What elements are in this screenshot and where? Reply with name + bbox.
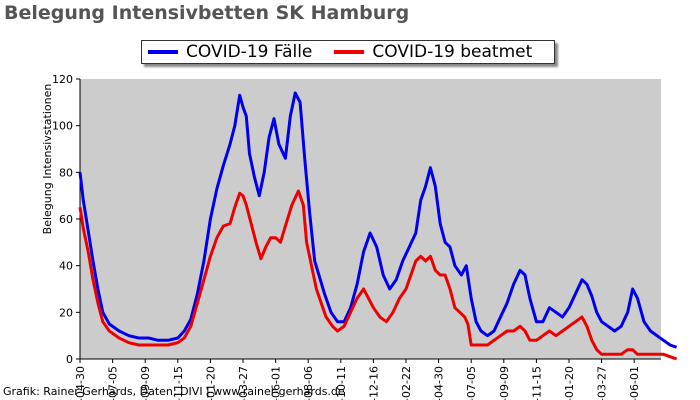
footer-credit: Grafik: Rainer Gerhards, Daten: DIVI | w… — [3, 385, 345, 398]
y-tick-label: 100 — [52, 120, 73, 133]
x-tick-label: -11-15 — [172, 366, 185, 400]
x-axis: -04-30 -07-05 -09-09 -11-15 -01-20 -03-27 -06-… — [74, 358, 661, 400]
y-tick-label: 80 — [59, 166, 73, 179]
x-tick-label: -12-16 — [367, 366, 380, 400]
x-tick-label: -07-05 — [107, 366, 120, 400]
series-layer — [78, 91, 678, 361]
legend-label-faelle: COVID-19 Fälle — [186, 42, 313, 62]
x-tick-label: -03-27 — [596, 366, 609, 400]
x-tick-label: -10-11 — [335, 366, 348, 400]
x-tick-label: -11-15 — [530, 366, 543, 400]
x-tick-label: -04-30 — [433, 366, 446, 400]
series-line-1 — [78, 189, 678, 361]
x-tick-label: -06-01 — [628, 366, 641, 400]
series-line-0 — [78, 91, 678, 349]
x-tick-label: -09-09 — [498, 366, 511, 400]
x-tick-label: -01-20 — [563, 366, 576, 400]
legend-swatch-blue — [148, 50, 178, 54]
x-tick-label: -08-06 — [302, 366, 315, 400]
legend-label-beatmet: COVID-19 beatmet — [372, 42, 533, 62]
legend-item-beatmet: COVID-19 beatmet — [334, 42, 532, 62]
x-tick-label: -07-05 — [465, 366, 478, 400]
x-tick-label: -06-01 — [270, 366, 283, 400]
y-tick-label: 0 — [66, 353, 73, 366]
legend-swatch-red — [334, 50, 365, 54]
y-tick-label: 40 — [59, 260, 73, 273]
y-tick-label: 20 — [59, 306, 73, 319]
y-tick-label: 120 — [52, 73, 73, 86]
y-axis: 0 20 40 60 80 100 120 — [52, 73, 81, 366]
plot-area — [80, 79, 661, 359]
chart-title: Belegung Intensivbetten SK Hamburg — [4, 2, 410, 24]
x-tick-label: -03-27 — [237, 366, 250, 400]
legend-item-faelle: COVID-19 Fälle — [148, 42, 312, 62]
y-axis-label: Belegung Intensivstationen — [41, 84, 54, 235]
legend: COVID-19 Fälle COVID-19 beatmet — [141, 40, 555, 64]
y-tick-label: 60 — [59, 213, 73, 226]
x-tick-label: -01-20 — [204, 366, 217, 400]
x-tick-label: -02-22 — [400, 366, 413, 400]
x-tick-label: -04-30 — [74, 366, 87, 400]
x-tick-label: -09-09 — [139, 366, 152, 400]
